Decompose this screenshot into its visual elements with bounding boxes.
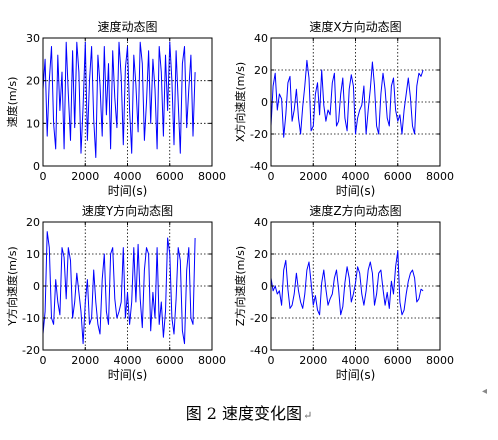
y-tick-label: -40	[250, 344, 268, 357]
series-line	[270, 59, 424, 138]
y-tick-label: -20	[22, 344, 40, 357]
chart-title: 速度X方向动态图	[309, 19, 401, 34]
y-tick-label: 20	[26, 216, 40, 229]
y-tick-label: 40	[254, 32, 268, 45]
x-tick-label: 4000	[342, 170, 370, 183]
x-axis-label: 时间(s)	[336, 368, 376, 382]
y-tick-label: -20	[250, 312, 268, 325]
x-tick-label: 8000	[198, 354, 226, 367]
x-tick-label: 4000	[114, 354, 142, 367]
left-arrow-icon: ◂	[482, 386, 488, 397]
figure-caption: 图 2 速度变化图↵	[0, 400, 498, 424]
paragraph-mark-icon: ↵	[303, 409, 313, 422]
x-tick-label: 4000	[342, 354, 370, 367]
y-tick-label: 0	[261, 280, 268, 293]
x-tick-label: 6000	[384, 354, 412, 367]
y-tick-label: -10	[22, 312, 40, 325]
y-tick-label: 0	[33, 160, 40, 173]
x-tick-label: 6000	[156, 170, 184, 183]
x-axis-label: 时间(s)	[108, 368, 148, 382]
x-tick-label: 0	[268, 170, 275, 183]
y-axis-label: X方向速度(m/s)	[233, 62, 247, 142]
x-tick-label: 2000	[299, 354, 327, 367]
x-tick-label: 8000	[426, 354, 454, 367]
y-tick-label: 0	[33, 280, 40, 293]
x-tick-label: 2000	[299, 170, 327, 183]
chart-panel-3: 0 2000 4000 6000 8000 -20 -10 0 10 20 速度Y方向动态图时间(s…	[5, 203, 226, 382]
x-tick-label: 4000	[114, 170, 142, 183]
x-tick-label: 6000	[156, 354, 184, 367]
y-axis-label: 速度(m/s)	[5, 77, 19, 128]
x-tick-label: 8000	[198, 170, 226, 183]
x-tick-label: 2000	[71, 354, 99, 367]
x-tick-label: 6000	[384, 170, 412, 183]
caption-text: 图 2 速度变化图	[185, 404, 303, 423]
y-tick-label: 10	[26, 248, 40, 261]
series-line	[270, 250, 424, 316]
x-axis-label: 时间(s)	[336, 184, 376, 198]
y-tick-label: -40	[250, 160, 268, 173]
x-tick-label: 2000	[71, 170, 99, 183]
y-tick-label: 0	[261, 96, 268, 109]
chart-title: 速度Y方向动态图	[82, 203, 173, 218]
y-tick-label: 20	[26, 75, 40, 88]
x-axis-label: 时间(s)	[108, 184, 148, 198]
chart-title: 速度Z方向动态图	[309, 203, 401, 218]
series-line	[42, 41, 196, 158]
y-tick-label: 30	[26, 32, 40, 45]
series-line	[42, 231, 196, 345]
y-tick-label: -20	[250, 128, 268, 141]
y-tick-label: 20	[254, 248, 268, 261]
y-axis-label: Y方向速度(m/s)	[5, 246, 19, 326]
x-tick-label: 0	[40, 354, 47, 367]
x-tick-label: 0	[40, 170, 47, 183]
x-tick-label: 8000	[426, 170, 454, 183]
x-tick-label: 0	[268, 354, 275, 367]
chart-title: 速度动态图	[97, 19, 157, 34]
y-tick-label: 40	[254, 216, 268, 229]
y-axis-label: Z方向速度(m/s)	[233, 246, 247, 326]
chart-panel-2: 0 2000 4000 6000 8000 -40 -20 0 20 40 速度X方向动态图时间(s…	[233, 19, 454, 198]
y-tick-label: 20	[254, 64, 268, 77]
y-tick-label: 10	[26, 117, 40, 130]
chart-panel-4: 0 2000 4000 6000 8000 -40 -20 0 20 40 速度Z方向动态图时间(s…	[233, 203, 454, 382]
